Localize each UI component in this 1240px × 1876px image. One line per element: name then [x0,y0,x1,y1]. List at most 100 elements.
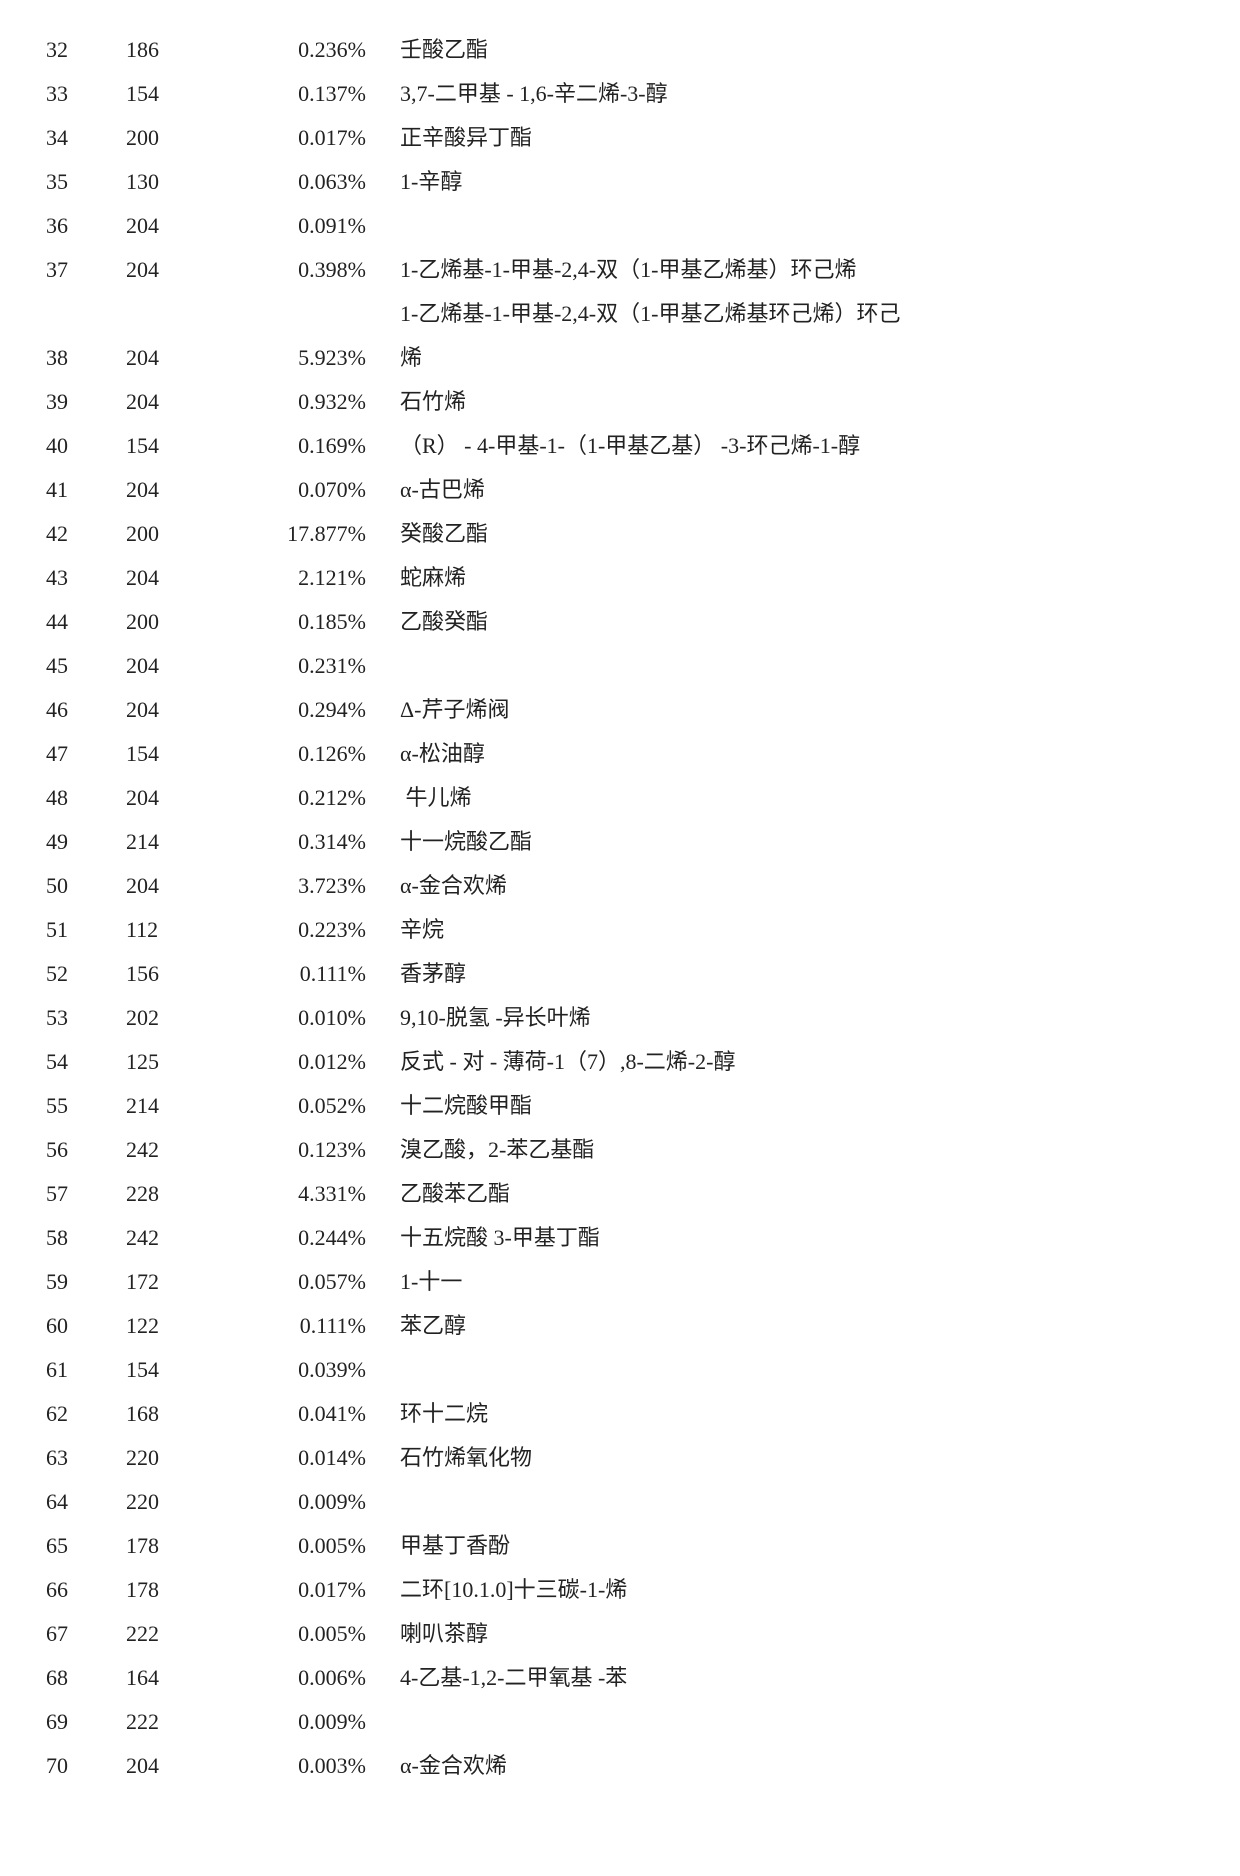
cell-compound-name: 甲基丁香酚 [400,1524,1200,1568]
cell-molecular-weight: 178 [126,1568,226,1612]
table-row: 591720.057%1-十一 [40,1260,1200,1304]
cell-percentage: 0.236% [226,28,400,72]
cell-percentage: 0.057% [226,1260,400,1304]
cell-molecular-weight: 125 [126,1040,226,1084]
cell-molecular-weight: 178 [126,1524,226,1568]
table-row: 692220.009% [40,1700,1200,1744]
cell-percentage: 5.923% [226,336,400,380]
cell-compound-name: 十一烷酸乙酯 [400,820,1200,864]
cell-compound-name: 十二烷酸甲酯 [400,1084,1200,1128]
cell-compound-name: （R） - 4-甲基-1-（1-甲基乙基） -3-环己烯-1-醇 [400,424,1200,468]
cell-index: 60 [40,1304,126,1348]
table-row: 351300.063%1-辛醇 [40,160,1200,204]
cell-molecular-weight: 172 [126,1260,226,1304]
cell-index: 57 [40,1172,126,1216]
cell-molecular-weight: 154 [126,1348,226,1392]
cell-index: 51 [40,908,126,952]
cell-compound-name: α-金合欢烯 [400,1744,1200,1788]
table-row: 331540.137%3,7-二甲基 - 1,6-辛二烯-3-醇 [40,72,1200,116]
table-row: 492140.314%十一烷酸乙酯 [40,820,1200,864]
table-row: 541250.012%反式 - 对 - 薄荷-1（7）,8-二烯-2-醇 [40,1040,1200,1084]
cell-index: 33 [40,72,126,116]
cell-percentage: 3.723% [226,864,400,908]
cell-index: 47 [40,732,126,776]
cell-compound-name [400,1700,1200,1744]
cell-index: 41 [40,468,126,512]
cell-compound-name: 溴乙酸，2-苯乙基酯 [400,1128,1200,1172]
table-row: 342000.017%正辛酸异丁酯 [40,116,1200,160]
cell-compound-name [400,1348,1200,1392]
cell-index: 62 [40,1392,126,1436]
cell-molecular-weight: 222 [126,1612,226,1656]
cell-compound-name: 喇叭茶醇 [400,1612,1200,1656]
cell-molecular-weight: 204 [126,644,226,688]
cell-index: 63 [40,1436,126,1480]
cell-molecular-weight [126,292,226,336]
cell-index: 59 [40,1260,126,1304]
cell-index: 66 [40,1568,126,1612]
cell-percentage: 0.294% [226,688,400,732]
cell-molecular-weight: 222 [126,1700,226,1744]
cell-compound-name: 1-乙烯基-1-甲基-2,4-双（1-甲基乙烯基环己烯）环己 [400,292,1200,336]
cell-index: 70 [40,1744,126,1788]
cell-percentage: 0.314% [226,820,400,864]
cell-compound-name: 苯乙醇 [400,1304,1200,1348]
cell-percentage: 0.017% [226,116,400,160]
cell-percentage: 0.231% [226,644,400,688]
cell-index: 52 [40,952,126,996]
table-row: 482040.212% 牛儿烯 [40,776,1200,820]
table-row: 672220.005%喇叭茶醇 [40,1612,1200,1656]
cell-index: 42 [40,512,126,556]
cell-percentage [226,292,400,336]
cell-percentage: 0.063% [226,160,400,204]
cell-molecular-weight: 214 [126,1084,226,1128]
cell-percentage: 0.052% [226,1084,400,1128]
cell-compound-name: 蛇麻烯 [400,556,1200,600]
cell-compound-name: 癸酸乙酯 [400,512,1200,556]
cell-percentage: 0.111% [226,952,400,996]
cell-compound-name: 烯 [400,336,1200,380]
cell-compound-name: 正辛酸异丁酯 [400,116,1200,160]
cell-index: 37 [40,248,126,292]
cell-molecular-weight: 204 [126,1744,226,1788]
table-row: 442000.185%乙酸癸酯 [40,600,1200,644]
cell-molecular-weight: 204 [126,688,226,732]
cell-percentage: 0.185% [226,600,400,644]
cell-index: 45 [40,644,126,688]
cell-compound-name [400,644,1200,688]
table-row: 502043.723%α-金合欢烯 [40,864,1200,908]
cell-compound-name: 石竹烯氧化物 [400,1436,1200,1480]
cell-index: 35 [40,160,126,204]
cell-compound-name: Δ-芹子烯阀 [400,688,1200,732]
cell-molecular-weight: 204 [126,864,226,908]
cell-percentage: 0.126% [226,732,400,776]
cell-molecular-weight: 154 [126,732,226,776]
cell-compound-name: α-金合欢烯 [400,864,1200,908]
cell-index: 32 [40,28,126,72]
cell-molecular-weight: 220 [126,1436,226,1480]
cell-percentage: 0.223% [226,908,400,952]
cell-compound-name: 牛儿烯 [400,776,1200,820]
cell-percentage: 0.212% [226,776,400,820]
cell-index: 44 [40,600,126,644]
cell-percentage: 0.244% [226,1216,400,1260]
cell-index: 65 [40,1524,126,1568]
cell-compound-name: 1-辛醇 [400,160,1200,204]
table-row: 572284.331%乙酸苯乙酯 [40,1172,1200,1216]
cell-percentage: 4.331% [226,1172,400,1216]
cell-molecular-weight: 200 [126,600,226,644]
compound-table: 321860.236%壬酸乙酯331540.137%3,7-二甲基 - 1,6-… [40,28,1200,1788]
cell-percentage: 0.932% [226,380,400,424]
table-row: 601220.111%苯乙醇 [40,1304,1200,1348]
cell-molecular-weight: 154 [126,424,226,468]
cell-molecular-weight: 228 [126,1172,226,1216]
cell-percentage: 0.012% [226,1040,400,1084]
table-row: 511120.223%辛烷 [40,908,1200,952]
cell-percentage: 0.003% [226,1744,400,1788]
cell-percentage: 0.009% [226,1700,400,1744]
table-row: 582420.244%十五烷酸 3-甲基丁酯 [40,1216,1200,1260]
cell-molecular-weight: 202 [126,996,226,1040]
cell-molecular-weight: 156 [126,952,226,996]
cell-molecular-weight: 168 [126,1392,226,1436]
table-row: 471540.126%α-松油醇 [40,732,1200,776]
